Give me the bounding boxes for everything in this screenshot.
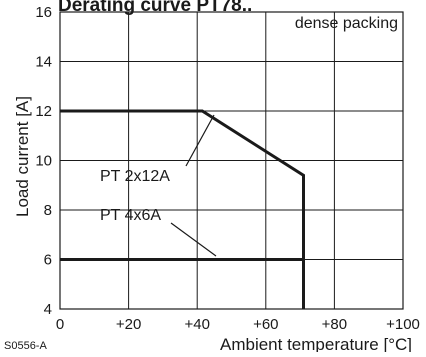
y-tick-labels: 4 6 8 10 12 14 16: [35, 4, 52, 318]
series-line-1: [60, 109, 305, 309]
series-group: [60, 109, 305, 309]
x-tick-labels: 0 +20 +40 +60 +80 +100: [56, 316, 420, 333]
series-label-pt-2x12a: PT 2x12A: [100, 168, 170, 185]
x-tick-label: +20: [116, 316, 141, 333]
corner-note-dense-packing: dense packing: [295, 15, 398, 32]
y-tick-label: 10: [35, 153, 52, 170]
annotation-leaders: [170, 114, 217, 257]
grid: [59, 11, 404, 310]
x-tick-label: +40: [184, 316, 209, 333]
x-tick-label: +80: [322, 316, 347, 333]
x-tick-label: +60: [253, 316, 278, 333]
series-label-pt-4x6a: PT 4x6A: [100, 207, 161, 224]
y-axis-title: Load current [A]: [13, 96, 32, 217]
y-tick-label: 14: [35, 54, 52, 71]
y-tick-label: 4: [44, 301, 52, 318]
x-tick-label: 0: [56, 316, 64, 333]
x-tick-label: +100: [386, 316, 420, 333]
series-line-2: [60, 258, 305, 309]
leader-line-pt-4x6a: [170, 222, 217, 257]
y-tick-label: 16: [35, 4, 52, 21]
y-tick-label: 6: [44, 252, 52, 269]
x-axis-title: Ambient temperature [°C]: [220, 335, 412, 352]
y-tick-label: 12: [35, 103, 52, 120]
y-tick-label: 8: [44, 202, 52, 219]
chart-title: Derating curve PT78..: [58, 0, 252, 16]
leader-line-pt-2x12a: [185, 114, 215, 167]
plot-frame: [59, 11, 404, 310]
figure-code: S0556-A: [4, 340, 47, 352]
